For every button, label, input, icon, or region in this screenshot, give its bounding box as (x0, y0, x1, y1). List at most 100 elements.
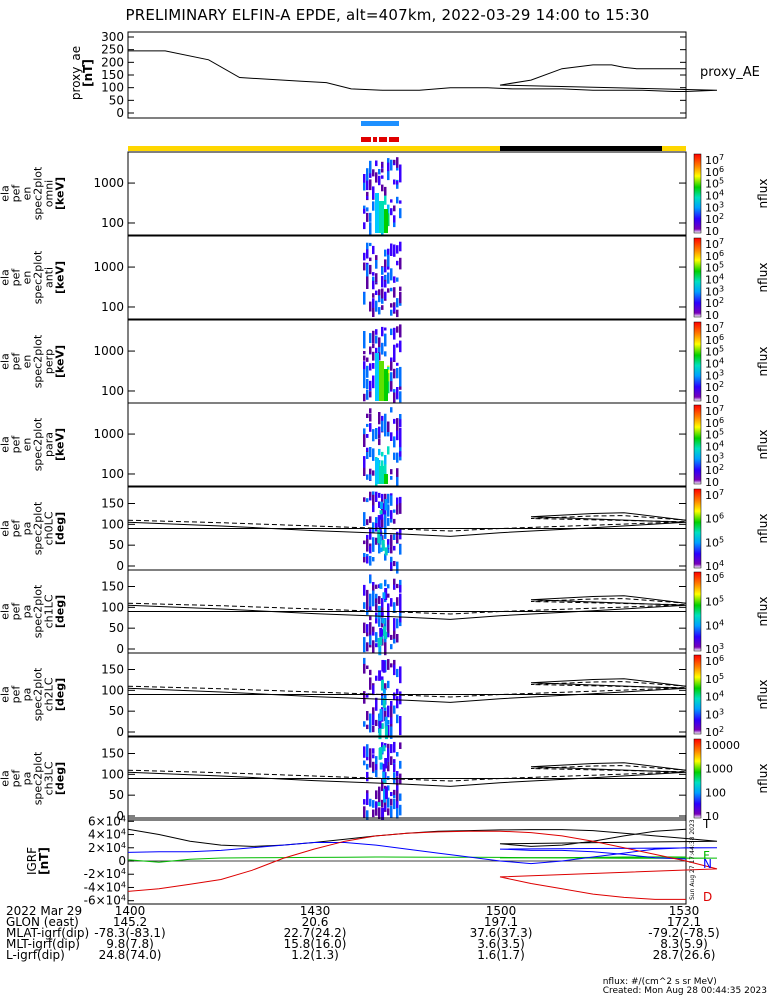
spectrogram-cell (399, 257, 402, 270)
spectrogram-cell (372, 298, 375, 310)
spectrogram-cell (387, 165, 390, 176)
spectrogram-cell (396, 561, 399, 574)
spectrogram-cell (393, 602, 396, 613)
spectrogram-cell (372, 585, 375, 595)
tick-label: 0 (116, 809, 124, 823)
colorbar-label: 104 (705, 189, 724, 203)
colorbar-label: 100 (705, 786, 726, 799)
spectrogram-cell (378, 645, 382, 656)
spectrogram-cell (399, 164, 402, 172)
spectrogram-cell (396, 326, 399, 333)
spectrogram-cell (387, 593, 390, 598)
spectrogram-cell (387, 254, 390, 267)
tick-label: 150 (101, 580, 124, 594)
spectrogram-cell (399, 419, 402, 428)
spectrogram-cell (396, 452, 399, 463)
spectrogram-cell (390, 510, 393, 518)
spectrogram-cell (384, 339, 387, 346)
footer-row-value: 3.6(3.5) (477, 937, 525, 951)
colorbar-label: 106 (705, 333, 724, 347)
spectrogram-cell (375, 801, 378, 809)
spectrogram-cell (366, 609, 369, 615)
units-note: nflux: #/(cm^2 s sr MeV) (602, 977, 717, 987)
spectrogram-cell (384, 291, 387, 300)
spectrogram-cell (378, 596, 381, 604)
colorbar-label: 106 (705, 654, 724, 668)
spectrogram-cell (396, 431, 399, 441)
spectrogram-cell (366, 212, 369, 220)
spectrogram-cell (396, 696, 399, 709)
colorbar-label: 104 (705, 357, 724, 371)
spectrogram-cell (396, 368, 399, 372)
spectrogram-cell (383, 788, 387, 803)
spectrogram-cell (363, 637, 366, 647)
spectrogram-cell (379, 201, 384, 233)
spectrogram-cell (372, 809, 375, 818)
spectrogram-cell (366, 278, 369, 289)
spectrogram-cell (372, 201, 375, 211)
spectrogram-cell (399, 691, 402, 705)
spectrogram-cell (393, 742, 396, 753)
spectrogram-cell (366, 693, 369, 698)
colorbar-label: 107 (705, 404, 724, 418)
spectrogram-cell (369, 408, 372, 414)
spectrogram-cell (375, 300, 378, 305)
footer-row-value: 22.7(24.2) (283, 926, 347, 940)
spectrogram-cell (387, 725, 390, 736)
spectrogram-cell (378, 175, 381, 186)
colorbar: 106 105 104 103 nflux (693, 571, 770, 656)
colorbar-label: 104 (705, 559, 724, 573)
spectrogram-cell (378, 432, 381, 439)
spectrogram-cell (399, 617, 402, 623)
igrf-series-labels: T FN D (702, 817, 712, 904)
spectrogram-cell (390, 559, 393, 571)
colorbar-gradient (693, 237, 702, 318)
tick-label: 100 (101, 300, 124, 314)
colorbar-label: 105 (705, 535, 724, 549)
spectrogram-cell (396, 157, 399, 168)
tick-label: 0 (118, 854, 126, 868)
spectrogram-cell (366, 390, 369, 400)
tick-label: 1000 (93, 344, 124, 358)
footer-row: GLON (east) 145.2 20.6 197.1 172.1 (0, 916, 775, 928)
spectrogram-cell (396, 196, 399, 204)
spectrogram-cell (369, 222, 372, 235)
spectrogram-cell (366, 207, 369, 212)
spectrogram-cell (384, 474, 388, 484)
footer-row-value: 8.3(5.9) (660, 937, 708, 951)
spectrogram-cell (363, 182, 366, 191)
spectrogram-cell (393, 534, 396, 540)
spectrogram-cell (393, 389, 396, 394)
colorbar-unit: nflux (756, 514, 770, 544)
spectrogram-cell (369, 798, 372, 807)
spectrogram-cell (393, 179, 396, 185)
spectrogram-cell (375, 759, 378, 765)
panel-axis-label-line: ela (0, 603, 12, 620)
spectrogram-cell (390, 243, 393, 256)
spectrogram-cell (390, 381, 393, 390)
spectrogram-cell (378, 342, 381, 353)
spectrogram-cell (375, 790, 378, 798)
panel-axis-label-line: para (43, 432, 56, 457)
tick-label: 300 (101, 30, 124, 44)
spectrogram-cell (393, 764, 396, 772)
colorbar-gradient (693, 153, 702, 234)
spectrogram-cell (372, 712, 375, 726)
spectrogram-cell (381, 451, 384, 457)
panel-axis-label: elapefenspec2plotanti[keV] (0, 250, 67, 304)
spectrogram-cell (366, 413, 369, 418)
spectrogram-cell (363, 497, 366, 502)
spectrogram-cell (381, 276, 384, 288)
spectrogram-cell (393, 547, 396, 551)
spectrogram-cell (393, 561, 396, 567)
ibo-marker (373, 137, 377, 142)
panel-axis-label-line: pa (21, 772, 34, 786)
spectrogram-cell (387, 609, 390, 620)
spectrogram-cell (378, 337, 381, 346)
panel-axis-label-line: pa (21, 688, 34, 702)
spectrogram-cell (384, 547, 388, 556)
spectrogram-cell (399, 286, 402, 291)
spectrogram-cell (384, 683, 387, 691)
spectrogram-cell (390, 718, 393, 732)
